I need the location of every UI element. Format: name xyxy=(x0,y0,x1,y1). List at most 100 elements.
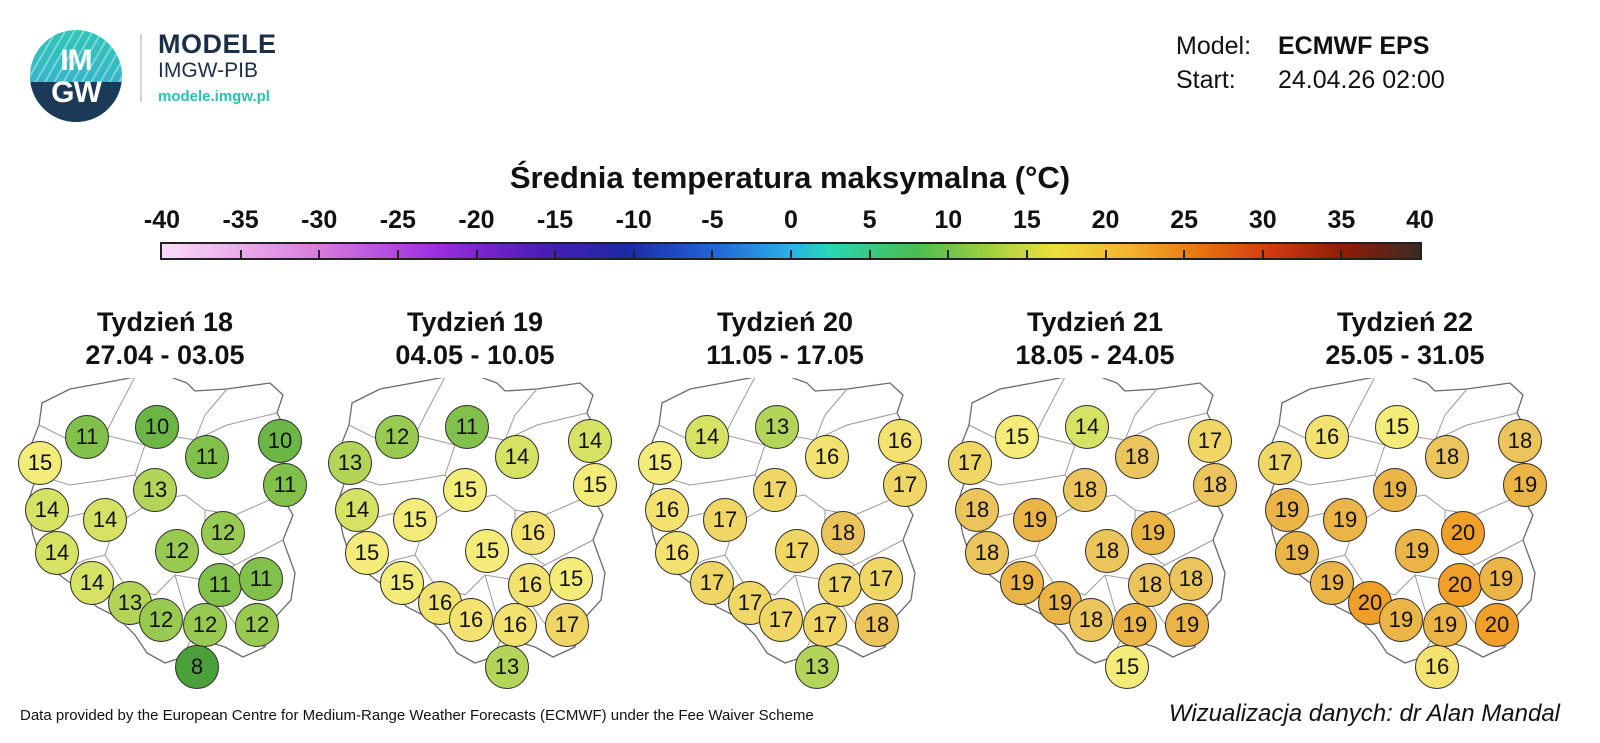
week-dates: 18.05 - 24.05 xyxy=(1015,340,1175,370)
temperature-bubble: 15 xyxy=(380,561,424,605)
colorbar-tick xyxy=(396,250,399,260)
brand-url: modele.imgw.pl xyxy=(158,88,270,105)
temperature-bubble: 17 xyxy=(759,598,803,642)
temperature-bubble: 8 xyxy=(175,645,219,689)
temperature-bubble: 19 xyxy=(1131,511,1175,555)
scale-tick-label: -15 xyxy=(537,206,574,234)
logo-text-bottom: GW xyxy=(51,76,102,109)
temperature-bubble: 18 xyxy=(1085,529,1129,573)
temperature-bubble: 19 xyxy=(1323,498,1367,542)
temperature-bubble: 18 xyxy=(1115,435,1159,479)
temperature-bubble: 16 xyxy=(511,511,555,555)
temperature-bubble: 20 xyxy=(1438,563,1482,607)
region-border xyxy=(414,378,446,436)
colorbar-tick xyxy=(1261,250,1264,260)
temperature-bubble: 19 xyxy=(1265,488,1309,532)
temperature-bubble: 11 xyxy=(263,463,307,507)
temperature-bubble: 15 xyxy=(345,531,389,575)
temperature-bubble: 14 xyxy=(335,488,379,532)
week-number: Tydzień 18 xyxy=(96,307,234,337)
temperature-bubble: 18 xyxy=(1425,435,1469,479)
temperature-bubble: 14 xyxy=(568,419,612,463)
scale-tick-label: 15 xyxy=(1012,206,1041,234)
scale-title: Średnia temperatura maksymalna (°C) xyxy=(509,160,1071,195)
temperature-bubble: 11 xyxy=(65,415,109,459)
temperature-bubble: 12 xyxy=(139,598,183,642)
temperature-bubble: 18 xyxy=(855,603,899,647)
temperature-bubble: 11 xyxy=(185,435,229,479)
temperature-bubble: 16 xyxy=(805,435,849,479)
temperature-bubble: 13 xyxy=(328,441,372,485)
temperature-bubble: 16 xyxy=(508,563,552,607)
scale-tick-label: -20 xyxy=(458,206,495,234)
colorbar-tick xyxy=(947,250,950,260)
colorbar-tick xyxy=(318,250,321,260)
region-border xyxy=(1434,388,1468,441)
temperature-bubble: 12 xyxy=(201,511,245,555)
temperature-bubble: 18 xyxy=(821,511,865,555)
week-dates: 11.05 - 17.05 xyxy=(706,340,864,370)
region-border xyxy=(814,388,848,441)
temperature-bubble: 19 xyxy=(1113,603,1157,647)
week-title: Tydzień 20 11.05 - 17.05 xyxy=(630,306,940,372)
colorbar-tick xyxy=(1025,250,1028,260)
temperature-bubble: 16 xyxy=(449,598,493,642)
region-border xyxy=(194,388,228,441)
model-value: ECMWF EPS xyxy=(1278,32,1430,60)
colorbar-tick xyxy=(1340,250,1343,260)
temperature-bubble: 13 xyxy=(755,405,799,449)
temperature-bubble: 20 xyxy=(1441,511,1485,555)
region-border xyxy=(1344,378,1376,436)
temperature-bubble: 17 xyxy=(948,441,992,485)
colorbar-tick xyxy=(711,250,714,260)
temperature-bubble: 14 xyxy=(25,488,69,532)
temperature-bubble: 14 xyxy=(35,531,79,575)
temperature-bubble: 12 xyxy=(375,415,419,459)
scale-tick-label: -25 xyxy=(379,206,416,234)
week-dates: 25.05 - 31.05 xyxy=(1325,340,1485,370)
temperature-bubble: 13 xyxy=(133,468,177,512)
temperature-bubble: 15 xyxy=(1375,405,1419,449)
temperature-bubble: 17 xyxy=(728,581,772,625)
temperature-bubble: 18 xyxy=(955,488,999,532)
temperature-bubble: 15 xyxy=(638,441,682,485)
week-number: Tydzień 21 xyxy=(1026,307,1164,337)
colorbar-tick xyxy=(632,250,635,260)
week-title: Tydzień 18 27.04 - 03.05 xyxy=(10,306,320,372)
scale-tick-label: 35 xyxy=(1327,206,1356,234)
temperature-bubble: 19 xyxy=(1423,603,1467,647)
colorbar-tick xyxy=(554,250,557,260)
scale-tick-label: -30 xyxy=(301,206,338,234)
temperature-bubble: 17 xyxy=(803,603,847,647)
scale-tick-label: -10 xyxy=(615,206,652,234)
temperature-bubble: 17 xyxy=(703,498,747,542)
colorbar-tick xyxy=(475,250,478,260)
temperature-bubble: 14 xyxy=(685,415,729,459)
colorbar-tick xyxy=(1183,250,1186,260)
temperature-bubble: 11 xyxy=(239,557,283,601)
temperature-bubble: 10 xyxy=(258,419,302,463)
temperature-bubble: 19 xyxy=(1373,468,1417,512)
temperature-bubble: 14 xyxy=(83,498,127,542)
temperature-bubble: 15 xyxy=(393,498,437,542)
model-label: Model: xyxy=(1176,32,1252,60)
region-border xyxy=(724,378,756,436)
temperature-bubble: 18 xyxy=(965,531,1009,575)
scale-tick-label: 20 xyxy=(1091,206,1120,234)
temperature-bubble: 15 xyxy=(18,441,62,485)
start-label: Start: xyxy=(1176,66,1236,94)
brand-subtitle: IMGW-PIB xyxy=(158,59,258,82)
temperature-bubble: 11 xyxy=(445,405,489,449)
temperature-bubble: 15 xyxy=(1105,645,1149,689)
colorbar-tick xyxy=(239,250,242,260)
data-credit: Data provided by the European Centre for… xyxy=(20,707,814,724)
temperature-bubble: 18 xyxy=(1063,468,1107,512)
week-dates: 27.04 - 03.05 xyxy=(85,340,245,370)
temperature-bubble: 14 xyxy=(1065,405,1109,449)
temperature-bubble: 19 xyxy=(1013,498,1057,542)
temperature-bubble: 14 xyxy=(495,435,539,479)
temperature-bubble: 11 xyxy=(198,563,242,607)
temperature-bubble: 16 xyxy=(1415,645,1459,689)
imgw-logo: IM GW xyxy=(30,30,122,122)
scale-tick-label: 5 xyxy=(862,206,877,234)
